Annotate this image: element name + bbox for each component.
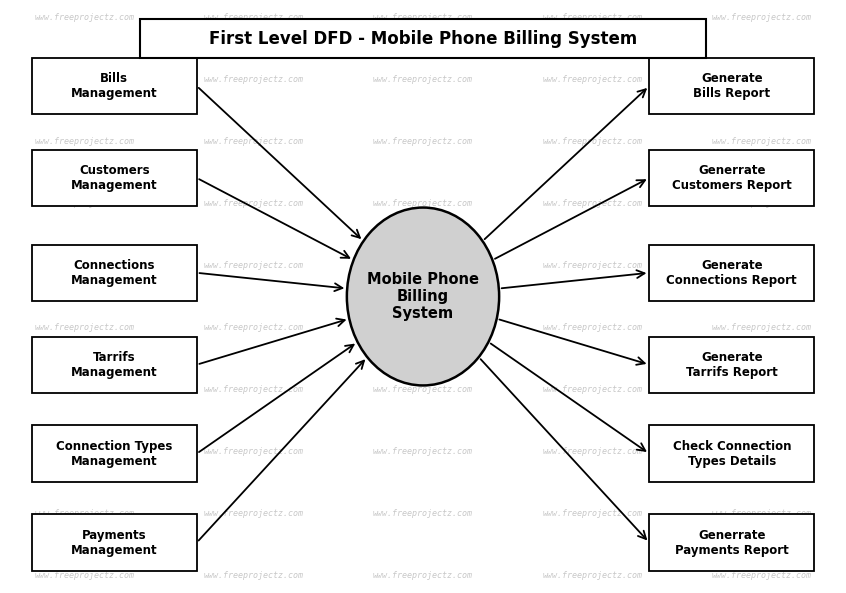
Text: www.freeprojectz.com: www.freeprojectz.com: [373, 385, 473, 394]
Text: www.freeprojectz.com: www.freeprojectz.com: [373, 199, 473, 208]
Text: www.freeprojectz.com: www.freeprojectz.com: [35, 261, 135, 270]
Text: www.freeprojectz.com: www.freeprojectz.com: [542, 323, 642, 332]
Text: www.freeprojectz.com: www.freeprojectz.com: [204, 13, 304, 23]
Text: www.freeprojectz.com: www.freeprojectz.com: [711, 199, 811, 208]
Text: www.freeprojectz.com: www.freeprojectz.com: [35, 509, 135, 518]
Text: www.freeprojectz.com: www.freeprojectz.com: [542, 570, 642, 580]
Text: www.freeprojectz.com: www.freeprojectz.com: [373, 570, 473, 580]
Text: Connections
Management: Connections Management: [71, 259, 157, 287]
Text: www.freeprojectz.com: www.freeprojectz.com: [542, 509, 642, 518]
Text: Check Connection
Types Details: Check Connection Types Details: [673, 439, 791, 468]
Text: www.freeprojectz.com: www.freeprojectz.com: [373, 261, 473, 270]
Text: www.freeprojectz.com: www.freeprojectz.com: [204, 570, 304, 580]
Text: Generrate
Payments Report: Generrate Payments Report: [675, 528, 788, 557]
Text: www.freeprojectz.com: www.freeprojectz.com: [204, 261, 304, 270]
Text: www.freeprojectz.com: www.freeprojectz.com: [373, 13, 473, 23]
FancyBboxPatch shape: [32, 150, 196, 206]
FancyBboxPatch shape: [650, 337, 814, 393]
FancyBboxPatch shape: [32, 58, 196, 114]
Text: Payments
Management: Payments Management: [71, 528, 157, 557]
Text: www.freeprojectz.com: www.freeprojectz.com: [711, 570, 811, 580]
Text: www.freeprojectz.com: www.freeprojectz.com: [542, 447, 642, 456]
Text: Mobile Phone
Billing
System: Mobile Phone Billing System: [367, 272, 479, 321]
Text: www.freeprojectz.com: www.freeprojectz.com: [711, 447, 811, 456]
Text: www.freeprojectz.com: www.freeprojectz.com: [35, 13, 135, 23]
Text: www.freeprojectz.com: www.freeprojectz.com: [373, 137, 473, 146]
FancyBboxPatch shape: [32, 337, 196, 393]
Text: www.freeprojectz.com: www.freeprojectz.com: [542, 75, 642, 84]
Text: www.freeprojectz.com: www.freeprojectz.com: [542, 199, 642, 208]
Text: Customers
Management: Customers Management: [71, 164, 157, 192]
Text: www.freeprojectz.com: www.freeprojectz.com: [204, 199, 304, 208]
Text: First Level DFD - Mobile Phone Billing System: First Level DFD - Mobile Phone Billing S…: [209, 30, 637, 47]
FancyBboxPatch shape: [650, 514, 814, 570]
Text: Bills
Management: Bills Management: [71, 72, 157, 100]
Text: www.freeprojectz.com: www.freeprojectz.com: [35, 137, 135, 146]
Text: www.freeprojectz.com: www.freeprojectz.com: [711, 509, 811, 518]
FancyBboxPatch shape: [650, 150, 814, 206]
Text: www.freeprojectz.com: www.freeprojectz.com: [35, 385, 135, 394]
FancyBboxPatch shape: [32, 426, 196, 482]
Text: www.freeprojectz.com: www.freeprojectz.com: [542, 13, 642, 23]
Text: www.freeprojectz.com: www.freeprojectz.com: [711, 261, 811, 270]
Text: Generate
Tarrifs Report: Generate Tarrifs Report: [686, 350, 777, 379]
Text: www.freeprojectz.com: www.freeprojectz.com: [204, 323, 304, 332]
FancyBboxPatch shape: [650, 245, 814, 301]
Text: www.freeprojectz.com: www.freeprojectz.com: [204, 385, 304, 394]
Text: www.freeprojectz.com: www.freeprojectz.com: [373, 323, 473, 332]
Text: www.freeprojectz.com: www.freeprojectz.com: [204, 447, 304, 456]
Text: Tarrifs
Management: Tarrifs Management: [71, 350, 157, 379]
FancyBboxPatch shape: [650, 58, 814, 114]
Text: www.freeprojectz.com: www.freeprojectz.com: [542, 261, 642, 270]
FancyBboxPatch shape: [140, 20, 706, 58]
Text: www.freeprojectz.com: www.freeprojectz.com: [204, 137, 304, 146]
Text: Generate
Bills Report: Generate Bills Report: [693, 72, 771, 100]
Text: www.freeprojectz.com: www.freeprojectz.com: [35, 447, 135, 456]
Text: www.freeprojectz.com: www.freeprojectz.com: [204, 509, 304, 518]
Text: www.freeprojectz.com: www.freeprojectz.com: [35, 570, 135, 580]
Text: Generate
Connections Report: Generate Connections Report: [667, 259, 797, 287]
Text: www.freeprojectz.com: www.freeprojectz.com: [373, 75, 473, 84]
Text: www.freeprojectz.com: www.freeprojectz.com: [35, 323, 135, 332]
Ellipse shape: [347, 208, 499, 385]
Text: www.freeprojectz.com: www.freeprojectz.com: [542, 137, 642, 146]
FancyBboxPatch shape: [650, 426, 814, 482]
Text: www.freeprojectz.com: www.freeprojectz.com: [711, 75, 811, 84]
FancyBboxPatch shape: [32, 245, 196, 301]
Text: www.freeprojectz.com: www.freeprojectz.com: [711, 323, 811, 332]
Text: www.freeprojectz.com: www.freeprojectz.com: [542, 385, 642, 394]
Text: Connection Types
Management: Connection Types Management: [56, 439, 173, 468]
Text: www.freeprojectz.com: www.freeprojectz.com: [35, 199, 135, 208]
Text: www.freeprojectz.com: www.freeprojectz.com: [711, 137, 811, 146]
Text: Generrate
Customers Report: Generrate Customers Report: [672, 164, 792, 192]
Text: www.freeprojectz.com: www.freeprojectz.com: [373, 447, 473, 456]
FancyBboxPatch shape: [32, 514, 196, 570]
Text: www.freeprojectz.com: www.freeprojectz.com: [204, 75, 304, 84]
Text: www.freeprojectz.com: www.freeprojectz.com: [35, 75, 135, 84]
Text: www.freeprojectz.com: www.freeprojectz.com: [711, 13, 811, 23]
Text: www.freeprojectz.com: www.freeprojectz.com: [711, 385, 811, 394]
Text: www.freeprojectz.com: www.freeprojectz.com: [373, 509, 473, 518]
